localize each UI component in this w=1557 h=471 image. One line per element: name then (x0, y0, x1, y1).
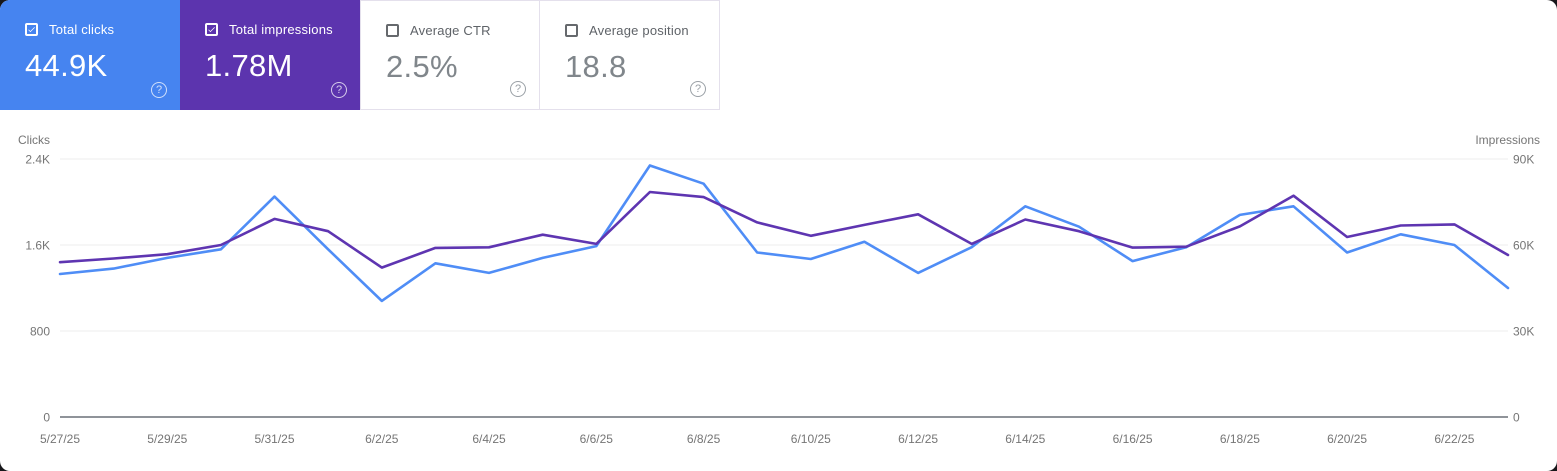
checkbox-checked-icon[interactable] (205, 23, 218, 36)
left-axis-tick: 0 (43, 411, 50, 425)
metric-cards: Total clicks 44.9K ? Total impressions 1… (0, 0, 720, 110)
left-axis-tick: 1.6K (25, 239, 50, 253)
metric-card-label: Average CTR (410, 23, 491, 38)
help-icon[interactable]: ? (331, 82, 347, 98)
metric-card-header: Average position (565, 23, 703, 38)
metric-card-total-impressions[interactable]: Total impressions 1.78M ? (180, 0, 360, 110)
x-axis-label: 6/22/25 (1434, 432, 1474, 446)
metric-card-value: 2.5% (386, 49, 458, 84)
x-axis-label: 6/6/25 (580, 432, 614, 446)
left-axis-tick: 2.4K (25, 153, 50, 167)
metric-card-label: Average position (589, 23, 689, 38)
x-axis-label: 6/20/25 (1327, 432, 1367, 446)
x-axis-label: 6/2/25 (365, 432, 399, 446)
x-axis-label: 6/12/25 (898, 432, 938, 446)
metric-card-header: Total clicks (25, 22, 164, 37)
metric-card-value: 44.9K (25, 48, 108, 83)
help-icon[interactable]: ? (690, 81, 706, 97)
right-axis-tick: 60K (1513, 239, 1534, 253)
metric-card-label: Total impressions (229, 22, 333, 37)
right-axis-tick: 30K (1513, 325, 1534, 339)
metric-card-value: 1.78M (205, 48, 293, 83)
x-axis-label: 6/8/25 (687, 432, 721, 446)
impressions-line (58, 190, 1510, 269)
left-axis-title: Clicks (18, 133, 50, 147)
x-axis-label: 5/31/25 (254, 432, 294, 446)
x-axis-label: 6/4/25 (472, 432, 506, 446)
metric-card-header: Total impressions (205, 22, 344, 37)
right-axis-tick: 0 (1513, 411, 1520, 425)
metric-card-average-ctr[interactable]: Average CTR 2.5% ? (360, 0, 540, 110)
checkbox-checked-icon[interactable] (25, 23, 38, 36)
checkbox-unchecked-icon[interactable] (386, 24, 399, 37)
x-axis-label: 5/27/25 (40, 432, 80, 446)
x-axis-label: 6/10/25 (791, 432, 831, 446)
x-axis-label: 6/16/25 (1113, 432, 1153, 446)
right-axis-tick: 90K (1513, 153, 1534, 167)
metric-card-value: 18.8 (565, 49, 627, 84)
left-axis-tick: 800 (30, 325, 50, 339)
metric-card-label: Total clicks (49, 22, 115, 37)
right-axis-title: Impressions (1475, 133, 1540, 147)
metric-card-average-position[interactable]: Average position 18.8 ? (540, 0, 720, 110)
x-axis-label: 6/18/25 (1220, 432, 1260, 446)
clicks-line (58, 164, 1510, 303)
metric-card-header: Average CTR (386, 23, 523, 38)
help-icon[interactable]: ? (151, 82, 167, 98)
x-axis-label: 5/29/25 (147, 432, 187, 446)
checkbox-unchecked-icon[interactable] (565, 24, 578, 37)
x-axis-label: 6/14/25 (1005, 432, 1045, 446)
help-icon[interactable]: ? (510, 81, 526, 97)
metric-card-total-clicks[interactable]: Total clicks 44.9K ? (0, 0, 180, 110)
